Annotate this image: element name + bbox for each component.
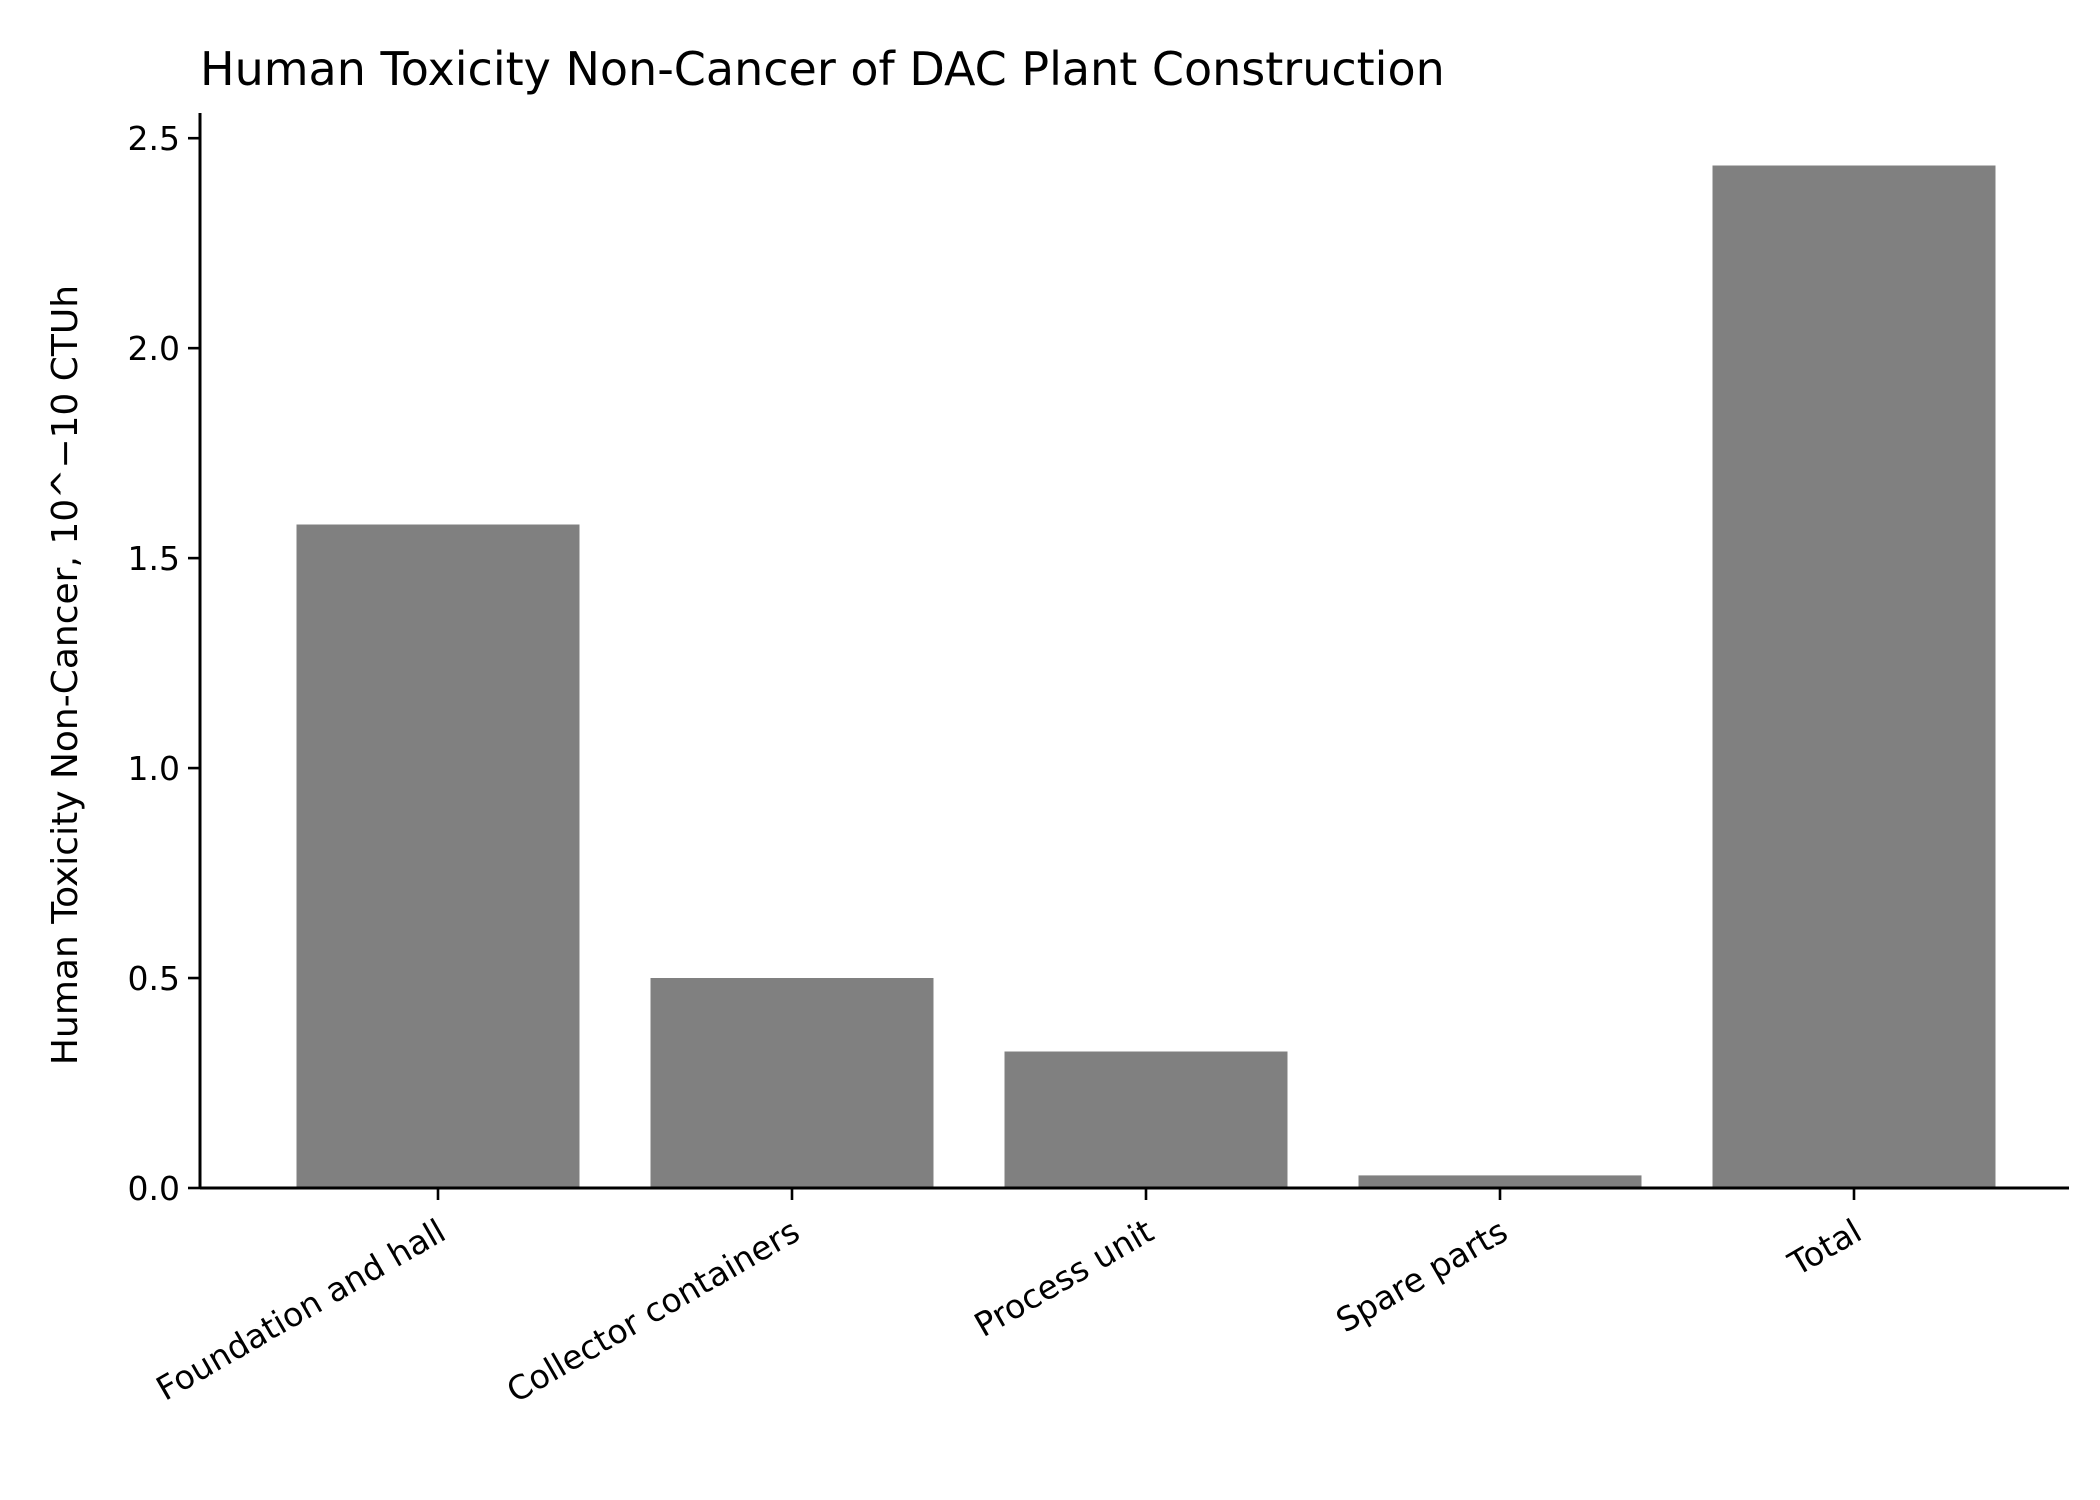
y-axis-ticks: 0.0 0.5 1.0 1.5 2.0 2.5	[128, 119, 200, 1208]
bar-process-unit	[1004, 1051, 1288, 1188]
bar-total	[1712, 165, 1996, 1188]
y-tick-label: 1.5	[128, 539, 180, 578]
x-tick-label: Process unit	[968, 1211, 1160, 1345]
y-tick-label: 1.0	[128, 749, 180, 788]
x-tick-label: Spare parts	[1329, 1211, 1514, 1340]
y-tick-label: 2.0	[128, 329, 180, 368]
bar-foundation-and-hall	[296, 524, 580, 1188]
bar-collector-containers	[650, 978, 934, 1188]
x-tick-label: Total	[1781, 1211, 1868, 1284]
x-tick-label: Collector containers	[500, 1211, 806, 1410]
x-axis-ticks: Foundation and hall Collector containers P…	[150, 1188, 1868, 1410]
chart-title: Human Toxicity Non-Cancer of DAC Plant C…	[200, 42, 1445, 96]
y-tick-label: 0.5	[128, 959, 180, 998]
bar-spare-parts	[1358, 1175, 1642, 1188]
x-tick-label: Foundation and hall	[150, 1211, 452, 1408]
bars	[296, 165, 1996, 1188]
y-tick-label: 0.0	[128, 1169, 180, 1208]
y-tick-label: 2.5	[128, 119, 180, 158]
y-axis-title: Human Toxicity Non-Cancer, 10^−10 CTUh	[45, 285, 86, 1065]
